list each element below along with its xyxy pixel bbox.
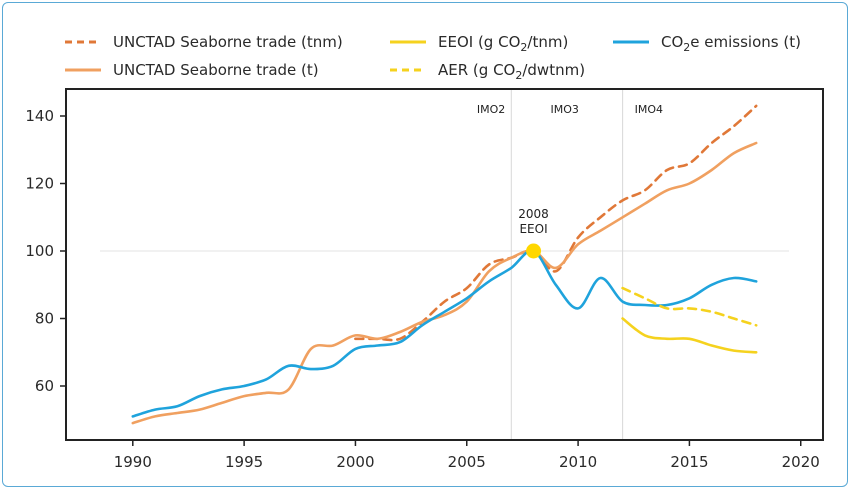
- series-lines: [131, 104, 758, 425]
- x-tick-label: 1990: [114, 453, 152, 471]
- x-tick-label: 2020: [782, 453, 820, 471]
- series-line-aer: [621, 286, 758, 327]
- reference-lines: IMO2 IMO4 IMO3: [100, 90, 789, 439]
- era-label-imo2: IMO2: [477, 103, 505, 116]
- y-tick-label: 80: [35, 310, 54, 328]
- legend-label: UNCTAD Seaborne trade (t): [113, 61, 319, 79]
- series-line-trade-tnm: [354, 104, 758, 342]
- era-label-imo4: IMO4: [635, 103, 663, 116]
- marker-label-year: 2008: [518, 207, 549, 221]
- eeoi-2008-marker: [526, 243, 542, 259]
- marker-label-name: EEOI: [519, 222, 547, 236]
- series-line-trade-t: [131, 141, 758, 425]
- y-tick-label: 120: [25, 175, 54, 193]
- x-tick-label: 2015: [670, 453, 708, 471]
- y-tick-label: 140: [25, 107, 54, 125]
- x-tick-label: 2000: [336, 453, 374, 471]
- x-tick-label: 2010: [559, 453, 597, 471]
- era-label-imo3: IMO3: [551, 103, 579, 116]
- series-line-co2e: [131, 249, 758, 418]
- plot-area-border: [65, 88, 824, 441]
- legend-label: AER (g CO2/dwtnm): [438, 61, 585, 82]
- legend-label: UNCTAD Seaborne trade (tnm): [113, 33, 343, 51]
- x-tick-label: 1995: [225, 453, 263, 471]
- y-axis-ticks: 60 80 100 120 140: [25, 107, 66, 395]
- x-tick-label: 2005: [448, 453, 486, 471]
- series-line-eeoi: [621, 317, 758, 354]
- legend-item-aer: AER (g CO2/dwtnm): [390, 61, 585, 82]
- legend-label: EEOI (g CO2/tnm): [438, 33, 568, 54]
- legend-label: CO2e emissions (t): [661, 33, 801, 54]
- legend-item-trade-tnm: UNCTAD Seaborne trade (tnm): [65, 33, 343, 51]
- y-tick-label: 100: [25, 242, 54, 260]
- legend-item-eeoi: EEOI (g CO2/tnm): [390, 33, 568, 54]
- legend-item-trade-t: UNCTAD Seaborne trade (t): [65, 61, 319, 79]
- legend-item-co2e: CO2e emissions (t): [613, 33, 801, 54]
- x-axis-ticks: 1990 1995 2000 2005 2010 2015 2020: [114, 440, 820, 471]
- legend: UNCTAD Seaborne trade (tnm) EEOI (g CO2/t…: [65, 33, 801, 82]
- y-tick-label: 60: [35, 377, 54, 395]
